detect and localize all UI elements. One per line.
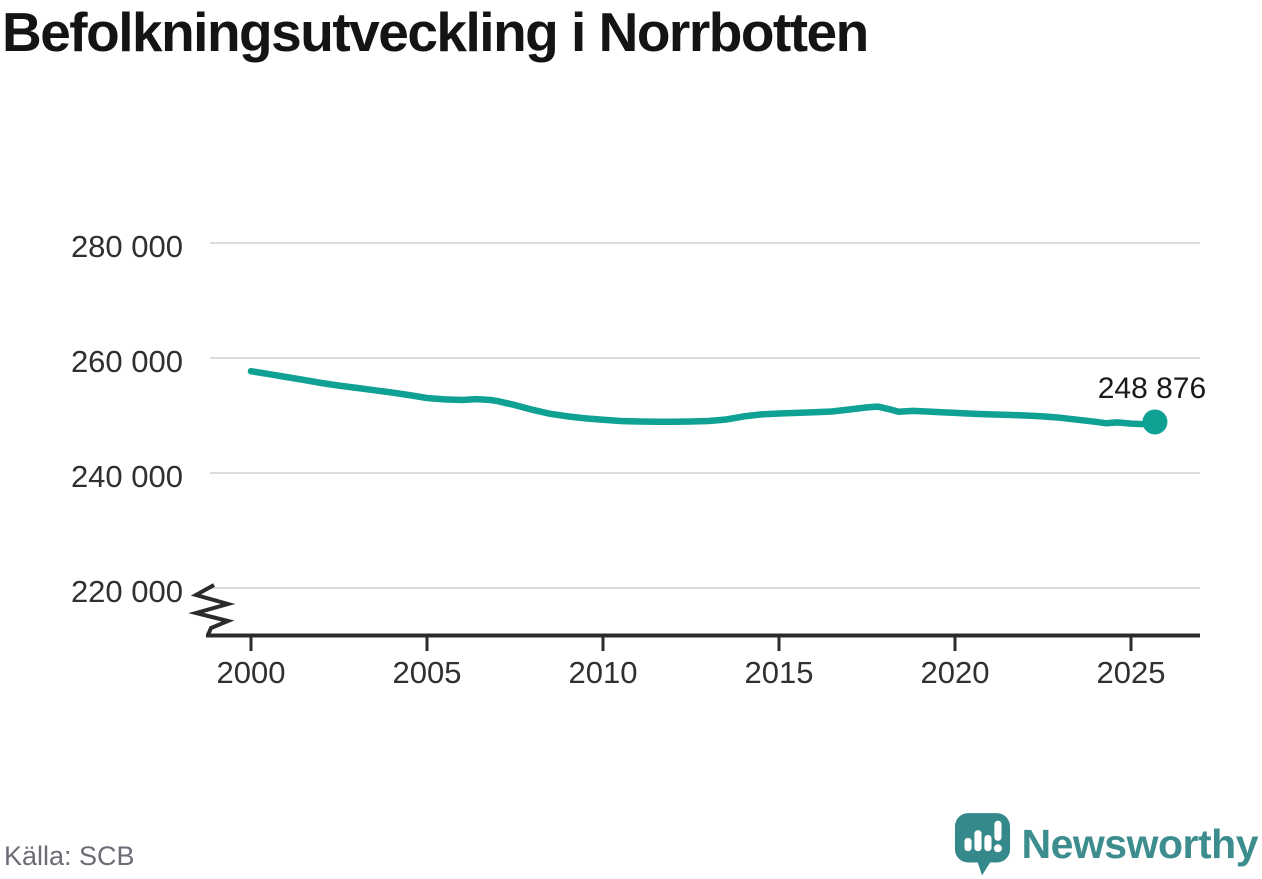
axis-break-zigzag-icon: [188, 583, 236, 636]
newsworthy-branding: Newsworthy: [954, 812, 1259, 877]
x-tick-label: 2005: [392, 655, 462, 690]
y-tick-label: 280 000: [70, 229, 183, 264]
latest-value-dot: [1142, 409, 1168, 435]
newsworthy-wordmark: Newsworthy: [1021, 821, 1259, 867]
latest-value-label: 248 876: [1097, 371, 1207, 405]
source-caption: Källa: SCB: [4, 841, 135, 871]
y-tick-label: 260 000: [70, 344, 183, 379]
x-tick-label: 2025: [1096, 655, 1166, 690]
x-tick-label: 2010: [568, 655, 638, 690]
y-tick-label: 240 000: [70, 459, 183, 494]
population-line-series: [247, 367, 1159, 428]
x-tick-label: 2020: [920, 655, 990, 690]
y-tick-label: 220 000: [70, 574, 183, 609]
x-tick-label: 2000: [216, 655, 286, 690]
x-tick-label: 2015: [744, 655, 814, 690]
newsworthy-logo-icon: [954, 813, 1010, 876]
chart-title: Befolkningsutveckling i Norrbotten: [2, 1, 869, 63]
